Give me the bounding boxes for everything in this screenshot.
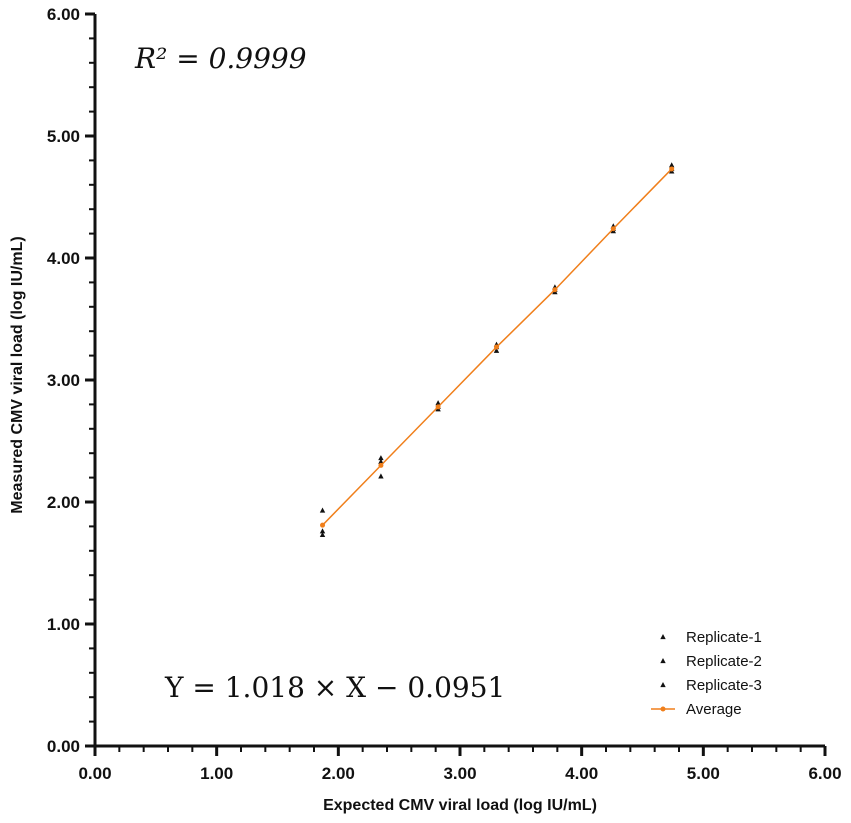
x-axis-title: Expected CMV viral load (log IU/mL) [323, 797, 597, 814]
regression-equation: Y = 1.018 × X − 0.0951 [164, 671, 505, 704]
y-tick-label: 1.00 [47, 615, 80, 634]
average-point [320, 522, 326, 528]
y-tick-label: 5.00 [47, 127, 80, 146]
axes: 0.00 1.00 2.00 3.00 4.00 5.00 6.00 0.00 1.00 2.00… [47, 5, 842, 783]
legend-label: Replicate-3 [686, 677, 762, 694]
x-tick-label: 6.00 [808, 764, 841, 783]
average-point [552, 287, 558, 293]
x-tick-label: 5.00 [687, 764, 720, 783]
x-tick-label: 1.00 [200, 764, 233, 783]
y-tick-label: 3.00 [47, 371, 80, 390]
replicate-3-point [493, 347, 500, 353]
legend-average-marker [660, 706, 666, 712]
average-point [494, 344, 499, 350]
legend-replicate-marker [660, 658, 666, 664]
legend-replicate-marker [660, 682, 666, 688]
legend: Replicate-1 Replicate-2 Replicate-3 Average [651, 629, 762, 718]
average-point [435, 404, 441, 410]
replicate-2-point [378, 458, 384, 464]
chart-marks [319, 162, 675, 538]
y-tick-label: 0.00 [47, 737, 80, 756]
replicate-3-point [319, 531, 326, 538]
replicate-1-point [378, 455, 384, 461]
average-point [378, 462, 384, 468]
replicate-1-point [669, 162, 675, 168]
legend-label: Replicate-2 [686, 653, 762, 670]
y-axis-title: Measured CMV viral load (log IU/mL) [9, 236, 26, 513]
legend-label: Average [686, 701, 742, 718]
x-tick-label: 2.00 [322, 764, 355, 783]
y-tick-label: 6.00 [47, 5, 80, 24]
replicate-2-point [319, 528, 326, 534]
x-tick-label: 4.00 [565, 764, 598, 783]
replicate-3-point [378, 473, 384, 479]
average-point [669, 166, 675, 172]
legend-replicate-marker [660, 634, 666, 640]
r-squared-annotation: R² = 0.9999 [134, 42, 307, 75]
replicate-1-point [319, 507, 326, 513]
x-tick-label: 3.00 [443, 764, 476, 783]
average-point [610, 226, 616, 232]
x-tick-label: 0.00 [78, 764, 111, 783]
y-tick-label: 4.00 [47, 249, 80, 268]
y-tick-label: 2.00 [47, 493, 80, 512]
legend-label: Replicate-1 [686, 629, 762, 646]
replicate-1-point [435, 400, 441, 406]
